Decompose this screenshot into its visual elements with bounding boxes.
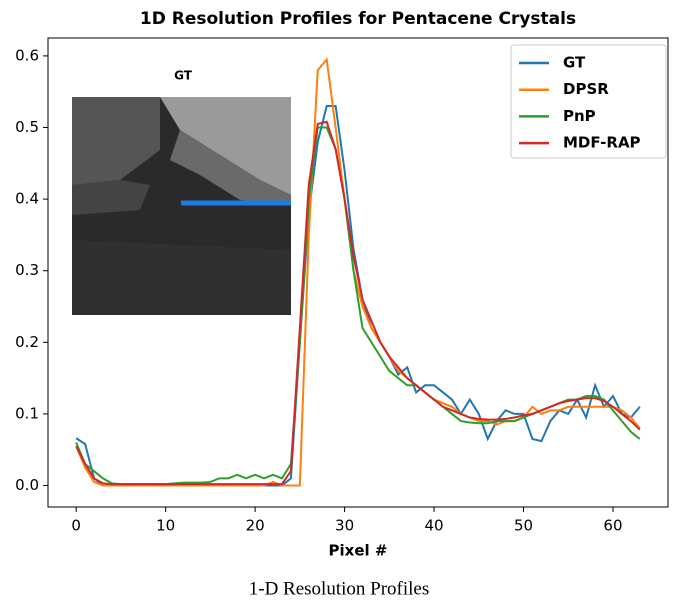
inset-shape [160,97,291,195]
x-axis-label: Pixel # [329,542,388,560]
x-tick-label: 10 [156,517,175,535]
y-tick-label: 0.1 [15,404,39,422]
x-tick-label: 60 [603,517,622,535]
y-tick-label: 0.3 [15,261,39,279]
x-tick-label: 30 [335,517,354,535]
series-line [75,120,641,486]
x-tick-label: 0 [71,517,81,535]
legend-label: PnP [563,107,596,125]
x-tick-label: 20 [246,517,265,535]
inset-shape [72,97,160,185]
x-tick-label: 40 [424,517,443,535]
x-tick-label: 50 [514,517,533,535]
axes-frame [47,37,669,508]
inset-image: GT [72,69,291,315]
y-tick-label: 0.2 [15,333,39,351]
legend-box [510,44,667,159]
caption: 1-D Resolution Profiles [249,578,430,599]
plot-area: 0.0 0.1 0.2 0.3 0.4 0.5 0.6 0 10 20 30 40 50 60 [15,37,669,535]
y-tick-label: 0.0 [15,476,39,494]
legend-label: GT [563,54,586,72]
legend: GT DPSR PnP MDF-RAP [510,44,667,159]
legend-label: DPSR [563,80,609,98]
chart-title: 1D Resolution Profiles for Pentacene Cry… [140,9,576,29]
inset-shape [170,130,291,205]
y-tick-label: 0.6 [15,46,39,64]
series-line [75,57,641,487]
legend-label: MDF-RAP [563,134,641,152]
y-tick-label: 0.5 [15,118,39,136]
inset-shape [72,180,150,215]
y-tick-label: 0.4 [15,190,39,208]
inset-shape [72,240,291,315]
inset-label: GT [174,69,193,83]
